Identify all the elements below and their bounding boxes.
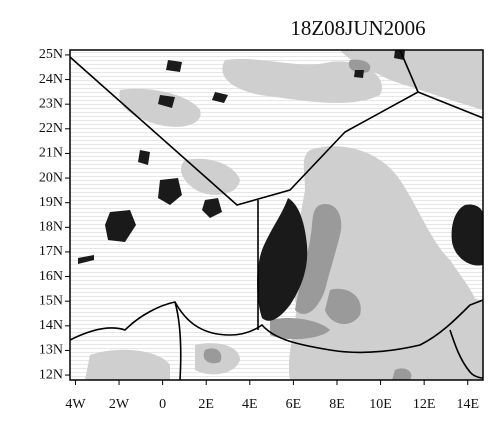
x-tick-label: 12E <box>413 397 436 412</box>
map-area <box>70 50 483 380</box>
y-tick-label: 17N <box>39 244 63 259</box>
mid-shading <box>203 59 412 380</box>
y-tick-label: 15N <box>39 293 63 308</box>
x-tick-label: 6E <box>286 397 302 412</box>
y-tick-label: 19N <box>39 195 63 210</box>
plot-frame <box>69 49 484 381</box>
y-tick-label: 23N <box>39 96 63 111</box>
x-tick-label: 4E <box>242 397 258 412</box>
borders <box>70 50 483 380</box>
y-tick-label: 18N <box>39 220 63 235</box>
x-tick-label: 0 <box>159 397 166 412</box>
x-tick-label: 14E <box>456 397 479 412</box>
y-tick-label: 20N <box>39 170 63 185</box>
dark-shading <box>78 50 483 321</box>
y-tick-label: 16N <box>39 269 63 284</box>
x-tick-label: 4W <box>65 397 86 412</box>
y-tick-label: 13N <box>39 343 63 358</box>
map-title: 18Z08JUN2006 <box>290 16 425 40</box>
x-tick-label: 10E <box>369 397 392 412</box>
y-tick-label: 24N <box>39 72 63 87</box>
x-tick-label: 2W <box>109 397 130 412</box>
y-tick-label: 22N <box>39 121 63 136</box>
y-tick-label: 14N <box>39 318 63 333</box>
y-tick-label: 25N <box>39 47 63 62</box>
y-tick-label: 21N <box>39 146 63 161</box>
x-tick-label: 8E <box>329 397 345 412</box>
x-tick-label: 2E <box>198 397 214 412</box>
y-tick-label: 12N <box>39 367 63 382</box>
